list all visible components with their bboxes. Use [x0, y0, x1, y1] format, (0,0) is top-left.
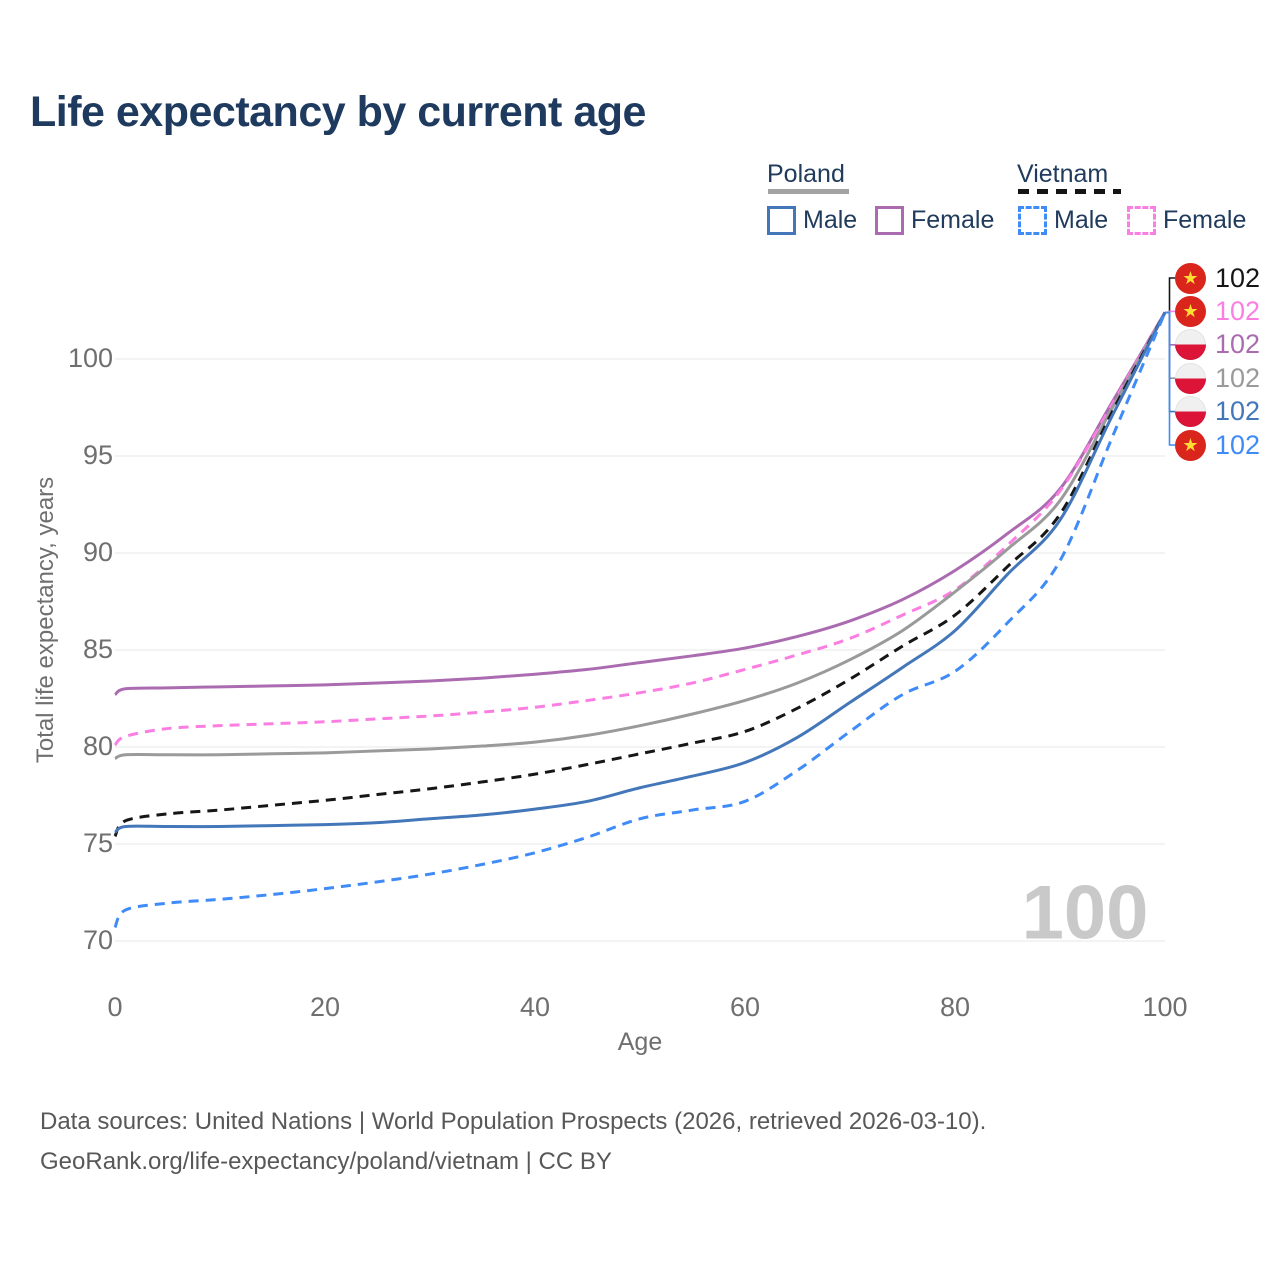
end-label-row-vietnam-female: ★ 102 [1175, 295, 1261, 327]
vietnam-male-swatch-icon [1018, 206, 1047, 235]
y-tick-70: 70 [82, 925, 113, 955]
poland-flag-icon [1175, 329, 1206, 361]
y-axis-title: Total life expectancy, years [32, 476, 59, 764]
end-label-row-vietnam-both: ★ 102 [1175, 262, 1261, 294]
poland-flag-icon [1175, 362, 1206, 394]
x-tick-100: 100 [1142, 992, 1188, 1022]
y-tick-85: 85 [82, 634, 113, 664]
end-label-row-poland-male: 102 [1175, 396, 1261, 428]
x-tick-40: 40 [519, 992, 551, 1022]
legend-item-poland-male[interactable]: Male [767, 205, 857, 236]
end-label-row-poland-female: 102 [1175, 329, 1261, 361]
legend-item-label: Female [911, 206, 995, 234]
x-tick-60: 60 [729, 992, 761, 1022]
footer-attribution: GeoRank.org/life-expectancy/poland/vietn… [40, 1148, 612, 1175]
y-tick-100: 100 [67, 343, 113, 373]
vietnam-flag-icon: ★ [1175, 262, 1206, 294]
x-tick-20: 20 [309, 992, 341, 1022]
series-line-vietnam-female[interactable] [113, 311, 1167, 747]
legend-item-label: Male [803, 206, 858, 234]
legend-group-vietnam-label: Vietnam [1017, 160, 1109, 188]
series-line-poland-female[interactable] [114, 311, 1167, 696]
end-label-value: 102 [1215, 262, 1261, 293]
x-tick-0: 0 [107, 992, 123, 1022]
series-line-poland-male[interactable] [114, 311, 1167, 834]
legend-item-vietnam-male[interactable]: Male [1018, 205, 1108, 236]
vietnam-star-icon: ★ [1182, 434, 1199, 455]
y-tick-75: 75 [82, 828, 113, 858]
end-label-connector-vietnam-male [1165, 311, 1175, 446]
end-label-value: 102 [1215, 396, 1261, 427]
y-tick-80: 80 [82, 731, 113, 761]
poland-male-swatch-icon [767, 206, 796, 235]
end-label-value: 102 [1215, 429, 1261, 460]
x-tick-80: 80 [939, 992, 971, 1022]
footer-data-sources: Data sources: United Nations | World Pop… [40, 1108, 987, 1135]
legend-item-label: Female [1163, 206, 1247, 234]
end-label-row-vietnam-male: ★ 102 [1175, 429, 1261, 461]
series-line-vietnam-male[interactable] [113, 311, 1167, 929]
y-tick-95: 95 [82, 440, 113, 470]
y-tick-90: 90 [82, 537, 113, 567]
legend-item-vietnam-female[interactable]: Female [1127, 205, 1246, 236]
x-axis-title: Age [617, 1028, 663, 1056]
end-label-value: 102 [1215, 295, 1261, 326]
vietnam-flag-icon: ★ [1175, 429, 1206, 461]
vietnam-flag-icon: ★ [1175, 295, 1206, 327]
legend-group-poland-label: Poland [767, 160, 845, 188]
end-label-row-poland-both: 102 [1175, 362, 1261, 394]
legend-vietnam-line-sample [1018, 189, 1121, 194]
end-label-value: 102 [1215, 362, 1261, 393]
series-line-poland-both[interactable] [114, 311, 1167, 761]
end-label-value: 102 [1215, 329, 1261, 360]
vietnam-star-icon: ★ [1182, 267, 1199, 288]
page-title: Life expectancy by current age [30, 88, 646, 136]
vietnam-female-swatch-icon [1127, 206, 1156, 235]
legend-item-poland-female[interactable]: Female [875, 205, 994, 236]
legend-item-label: Male [1054, 206, 1109, 234]
legend-poland-line-sample [768, 189, 849, 194]
end-label-connector-vietnam-both [1165, 277, 1175, 314]
current-age-watermark: 100 [1021, 870, 1149, 956]
series-line-vietnam-both[interactable] [113, 311, 1167, 838]
poland-flag-icon [1175, 396, 1206, 428]
vietnam-star-icon: ★ [1182, 300, 1199, 321]
poland-female-swatch-icon [875, 206, 904, 235]
